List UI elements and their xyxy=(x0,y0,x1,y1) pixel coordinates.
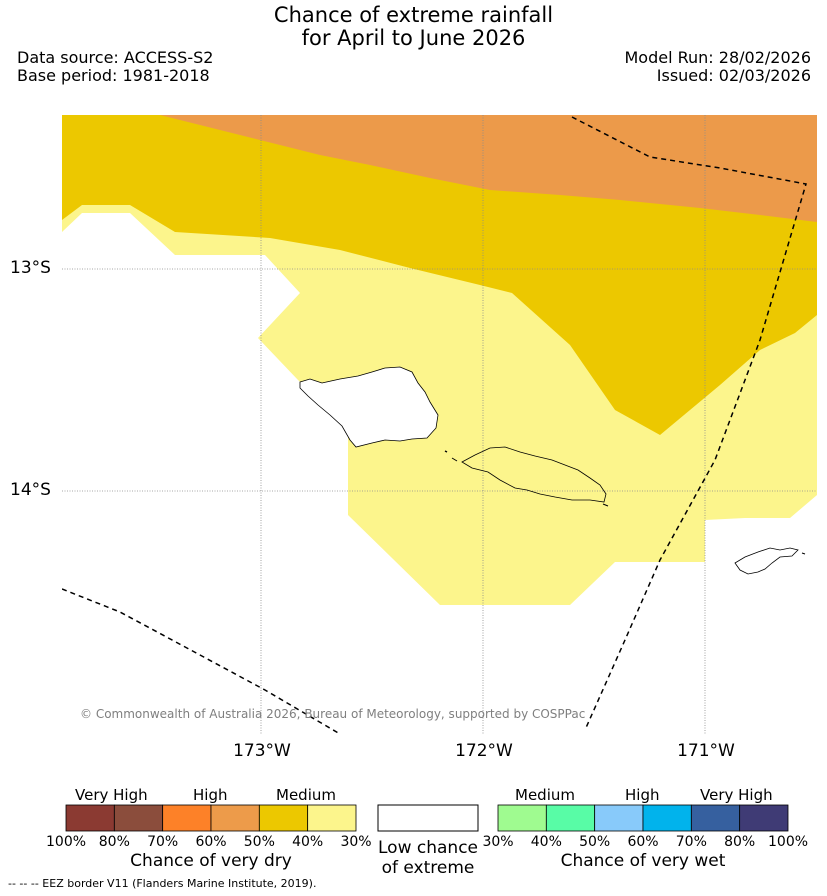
map xyxy=(62,115,817,734)
wet-tick-label: 100% xyxy=(768,834,809,850)
dry-colorbar xyxy=(65,804,357,832)
small-islet-icon xyxy=(602,503,609,507)
wet-group-label-high: High xyxy=(625,786,660,804)
wet-colorbar-swatch xyxy=(545,804,596,832)
wet-colorbar-swatch xyxy=(594,804,644,832)
dry-tick-label: 70% xyxy=(147,834,179,850)
wet-group-label-very-high: Very High xyxy=(700,786,773,804)
model-run: Model Run: 28/02/2026 xyxy=(624,48,812,67)
wet-tick-label: 40% xyxy=(530,834,562,850)
dry-tick-label: 60% xyxy=(195,834,227,850)
wet-group-label-medium: Medium xyxy=(515,786,575,804)
lon-label-171w: 171°W xyxy=(677,741,735,761)
chart-title-line2: for April to June 2026 xyxy=(301,26,526,50)
dry-group-label-medium: Medium xyxy=(276,786,336,804)
wet-colorbar-title: Chance of very wet xyxy=(560,851,726,871)
small-islet-icon xyxy=(451,457,458,462)
wet-colorbar-swatch xyxy=(690,804,741,832)
dry-tick-label: 80% xyxy=(98,834,130,850)
upolu-island xyxy=(461,446,607,503)
dry-tick-label: 30% xyxy=(340,834,372,850)
low-chance-title-line2: of extreme xyxy=(381,858,475,878)
dry-colorbar-title: Chance of very dry xyxy=(130,851,292,871)
savaii-island xyxy=(299,366,439,448)
lon-label-172w: 172°W xyxy=(455,741,513,761)
dry-tick-label: 40% xyxy=(292,834,324,850)
eez-border xyxy=(62,116,807,734)
dry-colorbar-swatch xyxy=(307,804,357,832)
lat-label-14s: 14°S xyxy=(10,480,51,500)
dry-tick-label: 100% xyxy=(46,834,87,850)
wet-colorbar xyxy=(497,804,789,832)
graticule xyxy=(62,115,817,734)
dry-high-area xyxy=(160,115,817,222)
chart-title-line1: Chance of extreme rainfall xyxy=(273,3,554,27)
wet-tick-label: 80% xyxy=(724,834,756,850)
lon-label-173w: 173°W xyxy=(233,741,291,761)
wet-tick-label: 60% xyxy=(627,834,659,850)
tutuila-island xyxy=(734,547,799,575)
base-period: Base period: 1981-2018 xyxy=(17,66,210,85)
small-islet-icon xyxy=(801,552,806,555)
wet-tick-label: 30% xyxy=(482,834,514,850)
wet-tick-label: 50% xyxy=(579,834,611,850)
wet-colorbar-swatch xyxy=(642,804,692,832)
wet-tick-label: 70% xyxy=(675,834,707,850)
copyright-notice: © Commonwealth of Australia 2026, Bureau… xyxy=(80,707,586,721)
eez-border-note: -- -- -- EEZ border V11 (Flanders Marine… xyxy=(8,877,317,890)
low-chance-box xyxy=(377,804,479,832)
low-chance-title-line1: Low chance xyxy=(378,838,478,858)
dry-colorbar-swatch xyxy=(162,804,212,832)
dry-colorbar-swatch xyxy=(210,804,260,832)
dry-colorbar-swatch xyxy=(113,804,164,832)
wet-colorbar-swatch xyxy=(739,804,789,832)
issued-date: Issued: 02/03/2026 xyxy=(656,66,811,85)
wet-colorbar-swatch xyxy=(497,804,547,832)
small-islet-icon xyxy=(444,450,448,453)
data-source: Data source: ACCESS-S2 xyxy=(17,48,214,67)
dry-colorbar-swatch xyxy=(65,804,115,832)
legend-colorbars xyxy=(65,804,789,832)
dry-group-label-very-high: Very High xyxy=(75,786,148,804)
lat-label-13s: 13°S xyxy=(10,258,51,278)
dry-colorbar-swatch xyxy=(258,804,309,832)
dry-tick-label: 50% xyxy=(243,834,275,850)
dry-group-label-high: High xyxy=(193,786,228,804)
